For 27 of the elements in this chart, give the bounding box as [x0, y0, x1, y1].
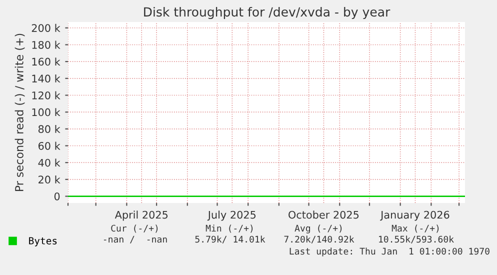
y-tick-label: 80 k — [38, 124, 60, 134]
text: 10.55k/593.60k — [379, 236, 454, 244]
text: Avg (-/+) — [294, 224, 342, 234]
text: Max (-/+) — [392, 224, 439, 233]
text: 7.20k/140.92k — [284, 236, 354, 244]
text: Min (-/+) — [206, 224, 253, 233]
y-tick-label: 0 — [54, 192, 60, 200]
x-tick-label: January 2026 — [380, 210, 450, 221]
x-tick-label: October 2025 — [288, 210, 359, 219]
y-tick-label: 180 k — [32, 40, 60, 49]
legend-label: Bytes — [29, 237, 57, 246]
x-tick-label: July 2025 — [207, 210, 256, 221]
y-tick-label: 40 k — [38, 158, 60, 167]
text: -nan / -nan — [104, 236, 167, 244]
y-tick-label: 160 k — [32, 58, 60, 66]
text: 5.79k/ 14.01k — [195, 236, 266, 244]
y-tick-label: 20 k — [38, 175, 60, 184]
y-tick-label: 140 k — [32, 74, 60, 83]
text: Cur (-/+) — [111, 224, 158, 233]
x-tick-label: April 2025 — [114, 210, 168, 221]
y-tick-label: 100 k — [32, 108, 60, 116]
y-tick-label: 60 k — [38, 142, 60, 150]
text: Last update: Thu Jan 1 01:00:00 1970 — [290, 248, 490, 256]
y-axis-title: Pr second read (-) / write (+) — [14, 34, 25, 192]
chart-title: Disk throughput for /dev/xvda - by year — [144, 6, 390, 20]
y-tick-label: 200 k — [32, 24, 60, 32]
y-tick-label: 120 k — [32, 91, 60, 100]
